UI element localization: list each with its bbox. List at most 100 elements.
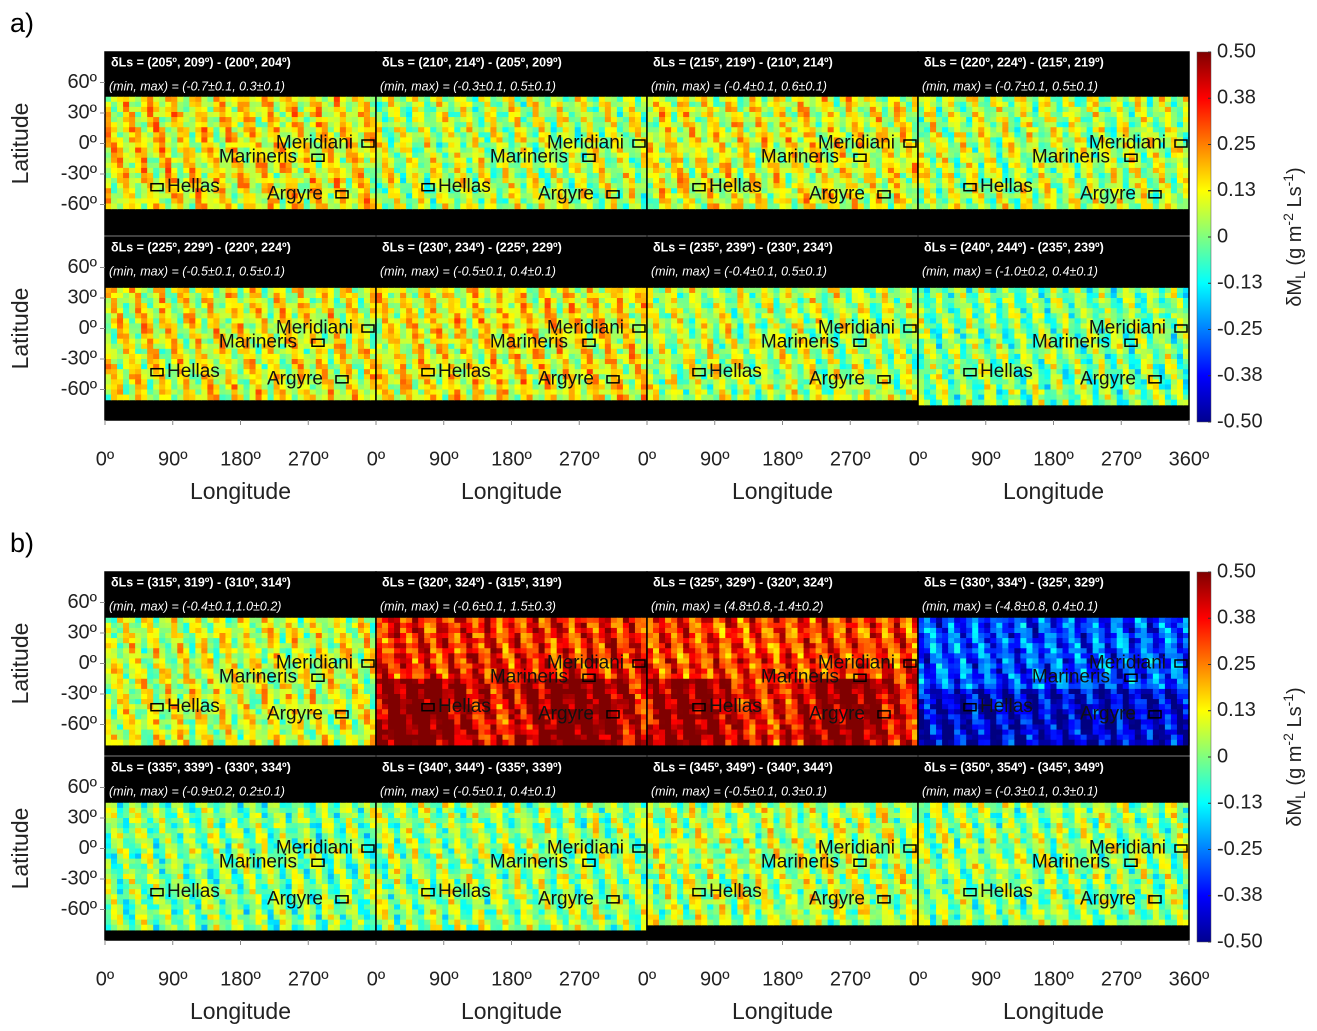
map-cell [322,354,329,360]
map-cell [165,308,172,314]
map-cell [147,117,154,123]
map-cell [237,173,244,179]
map-cell [105,303,112,309]
map-cell [1050,107,1057,113]
map-cell [864,163,871,169]
map-cell [653,122,660,128]
map-cell [442,117,449,123]
map-cell [364,173,371,179]
map-cell [1032,203,1039,209]
map-cell [436,122,443,128]
map-cell [310,288,317,294]
map-cell [1087,173,1094,179]
map-cell [611,112,618,118]
map-cell [611,178,618,184]
map-cell [256,137,263,143]
map-cell [219,203,226,209]
map-cell [882,178,889,184]
map-cell [213,323,220,329]
map-cell [328,163,335,169]
map-cell [677,203,684,209]
map-cell [328,168,335,174]
map-cell [689,97,696,103]
map-cell [653,127,660,133]
map-cell [159,359,166,365]
map-cell [701,102,708,108]
map-cell [1105,97,1112,103]
map-cell [250,127,257,133]
map-cell [653,203,660,209]
map-cell [569,97,576,103]
map-cell [792,122,799,128]
map-cell [695,127,702,133]
map-cell [201,122,208,128]
map-cell [521,107,528,113]
map-cell [1141,122,1148,128]
map-cell [195,102,202,108]
map-cell [749,122,756,128]
map-cell [105,354,112,360]
map-cell [358,354,365,360]
map-cell [478,117,485,123]
map-cell [677,117,684,123]
map-cell [671,132,678,138]
map-cell [237,318,244,324]
map-cell [942,97,949,103]
map-cell [201,318,208,324]
map-cell [268,137,275,143]
map-cell [647,193,654,199]
map-cell [244,137,251,143]
map-cell [515,137,522,143]
map-cell [659,102,666,108]
map-cell [647,173,654,179]
map-cell [274,173,281,179]
map-cell [942,107,949,113]
map-cell [298,97,305,103]
map-cell [1032,168,1039,174]
map-cell [984,112,991,118]
map-cell [1038,193,1045,199]
map-cell [123,359,130,365]
map-cell [1075,112,1082,118]
map-cell [1171,117,1178,123]
map-cell [376,97,383,103]
map-cell [298,107,305,113]
map-cell [948,122,955,128]
map-cell [731,112,738,118]
map-cell [689,132,696,138]
map-cell [1038,127,1045,133]
map-cell [930,163,937,169]
map-cell [117,369,124,375]
map-cell [250,318,257,324]
map-cell [105,384,112,390]
map-cell [1123,112,1130,118]
map-cell [250,293,257,299]
map-cell [268,112,275,118]
map-cell [906,203,913,209]
map-cell [1087,102,1094,108]
map-cell [786,117,793,123]
map-cell [822,117,829,123]
map-cell [165,293,172,299]
map-cell [292,390,299,396]
map-cell [1069,107,1076,113]
map-cell [105,308,112,314]
map-cell [177,117,184,123]
map-cell [153,127,160,133]
map-cell [906,132,913,138]
map-cell [328,384,335,390]
map-cell [135,107,142,113]
map-cell [508,137,515,143]
map-cell [707,142,714,148]
map-cell [906,122,913,128]
map-cell [677,127,684,133]
map-cell [219,127,226,133]
map-cell [1147,163,1154,169]
map-cell [412,188,419,194]
panel-title: δLs = (215º, 219º) - (210º, 214º) [653,55,833,69]
map-cell [972,163,979,169]
map-cell [629,178,636,184]
map-cell [1153,198,1160,204]
map-cell [966,137,973,143]
map-cell [105,142,112,148]
